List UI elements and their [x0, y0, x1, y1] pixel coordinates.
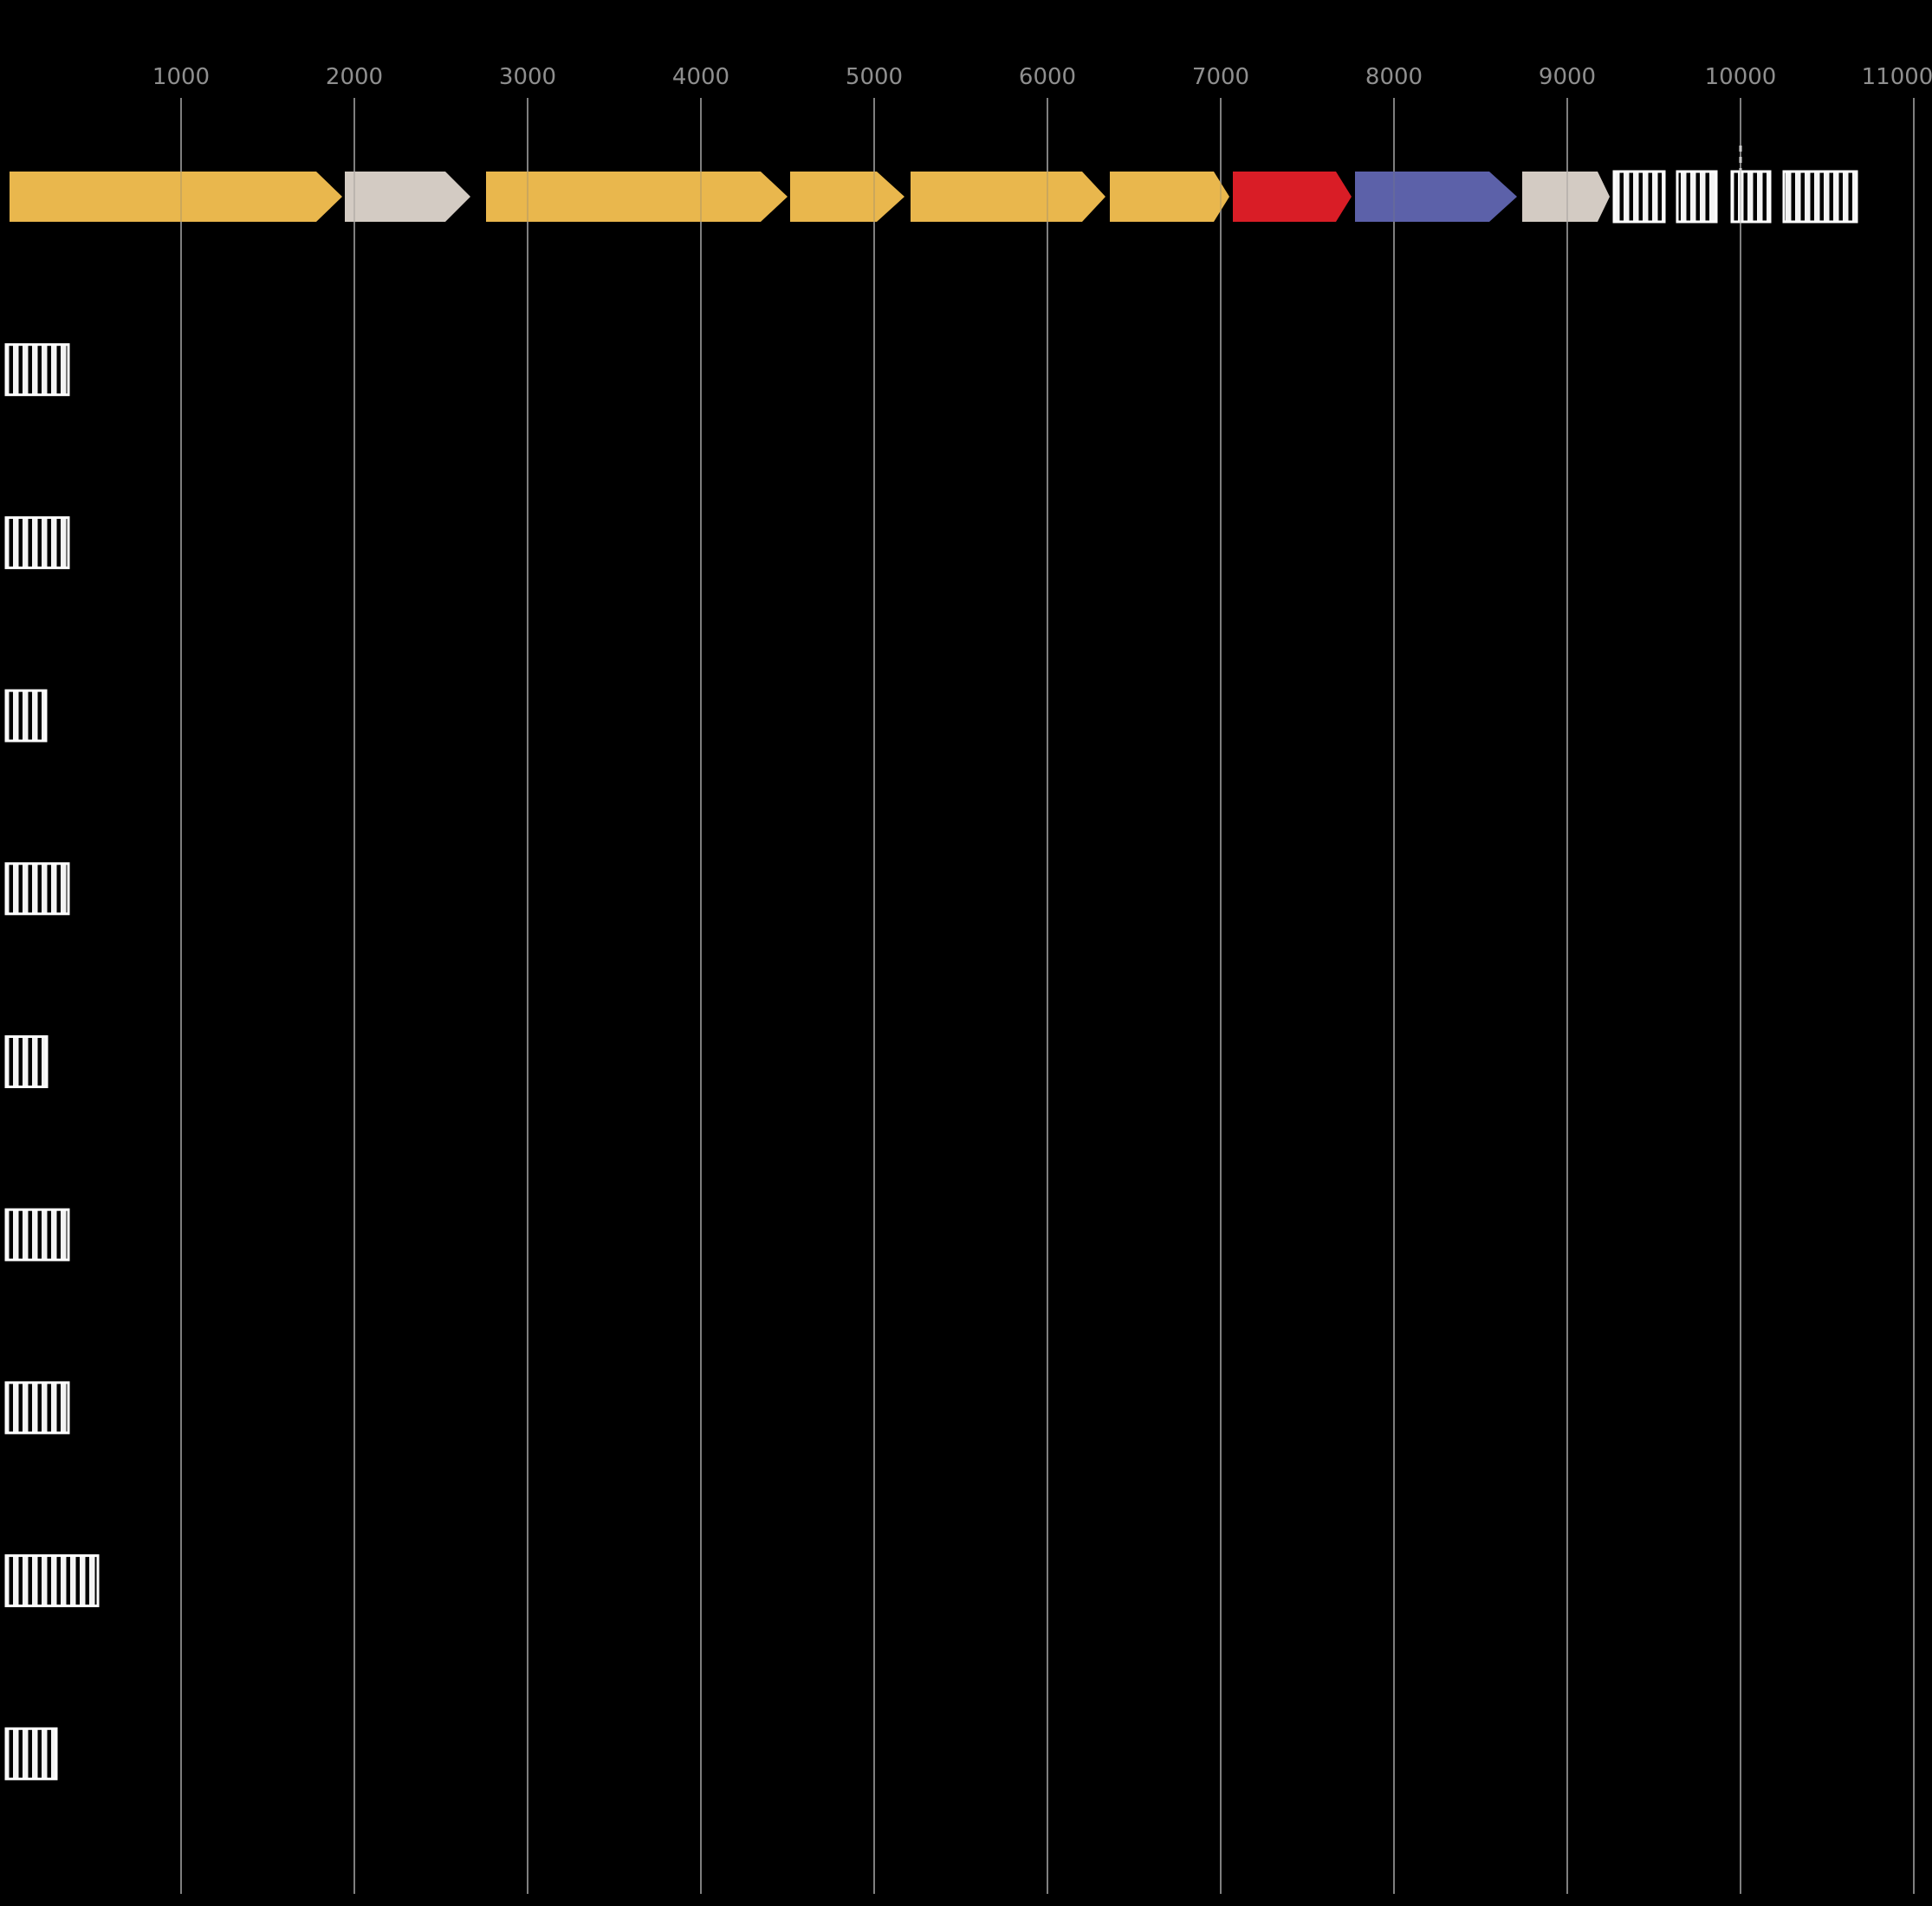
hatched-feature-box — [4, 862, 70, 916]
sequence-row-5 — [4, 862, 70, 916]
axis-tick-label-11000: 11000 — [1862, 64, 1932, 90]
sequence-row-main — [10, 146, 1858, 224]
hatched-feature-box — [4, 515, 70, 569]
sequence-row-6 — [4, 1035, 49, 1088]
axis-tick-label-2000: 2000 — [326, 64, 383, 90]
axis-tick-label-5000: 5000 — [846, 64, 903, 90]
hatched-feature-box — [4, 1035, 49, 1088]
hatched-feature-box — [1612, 170, 1666, 224]
gene-arrow-gray — [345, 172, 470, 222]
gene-arrow-gold — [911, 172, 1105, 222]
gene-arrow-gold — [1110, 172, 1229, 222]
gene-arrow-gold — [10, 172, 342, 222]
gridline-overlay-group — [180, 98, 1915, 1894]
hatched-feature-box — [4, 343, 70, 397]
axis-tick-label-8000: 8000 — [1365, 64, 1423, 90]
sequence-row-10 — [4, 1727, 58, 1780]
axis-tick-label-10000: 10000 — [1705, 64, 1777, 90]
hatched-feature-box — [1782, 170, 1858, 224]
axis-tick-label-6000: 6000 — [1019, 64, 1076, 90]
sequence-row-4 — [4, 689, 48, 742]
hatched-feature-box — [1730, 170, 1772, 224]
hatched-feature-box — [4, 1381, 70, 1435]
gene-arrow-blue — [1355, 172, 1517, 222]
sequence-row-9 — [4, 1554, 100, 1608]
sequence-row-7 — [4, 1208, 70, 1261]
feature-rows-group — [4, 146, 1858, 1780]
hatched-feature-box — [4, 1208, 70, 1261]
axis-tick-label-1000: 1000 — [152, 64, 210, 90]
hatched-feature-box — [4, 1727, 58, 1780]
hatched-feature-box — [1676, 170, 1718, 224]
sequence-row-3 — [4, 515, 70, 569]
axis-tick-label-3000: 3000 — [499, 64, 556, 90]
gene-arrow-gold — [790, 172, 904, 222]
axis-tick-labels-group: 1000 2000 3000 4000 5000 6000 7000 8000 9000 1000… — [152, 64, 1932, 90]
hatched-feature-box — [4, 1554, 100, 1608]
gene-arrow-gold — [486, 172, 788, 222]
axis-tick-label-4000: 4000 — [672, 64, 729, 90]
gene-arrow-gray — [1522, 172, 1610, 222]
sequence-row-8 — [4, 1381, 70, 1435]
hatched-feature-box — [4, 689, 48, 742]
axis-tick-label-7000: 7000 — [1192, 64, 1249, 90]
gene-arrow-red — [1233, 172, 1352, 222]
axis-tick-label-9000: 9000 — [1539, 64, 1596, 90]
sequence-row-2 — [4, 343, 70, 397]
gridlines-group — [180, 98, 1915, 1894]
